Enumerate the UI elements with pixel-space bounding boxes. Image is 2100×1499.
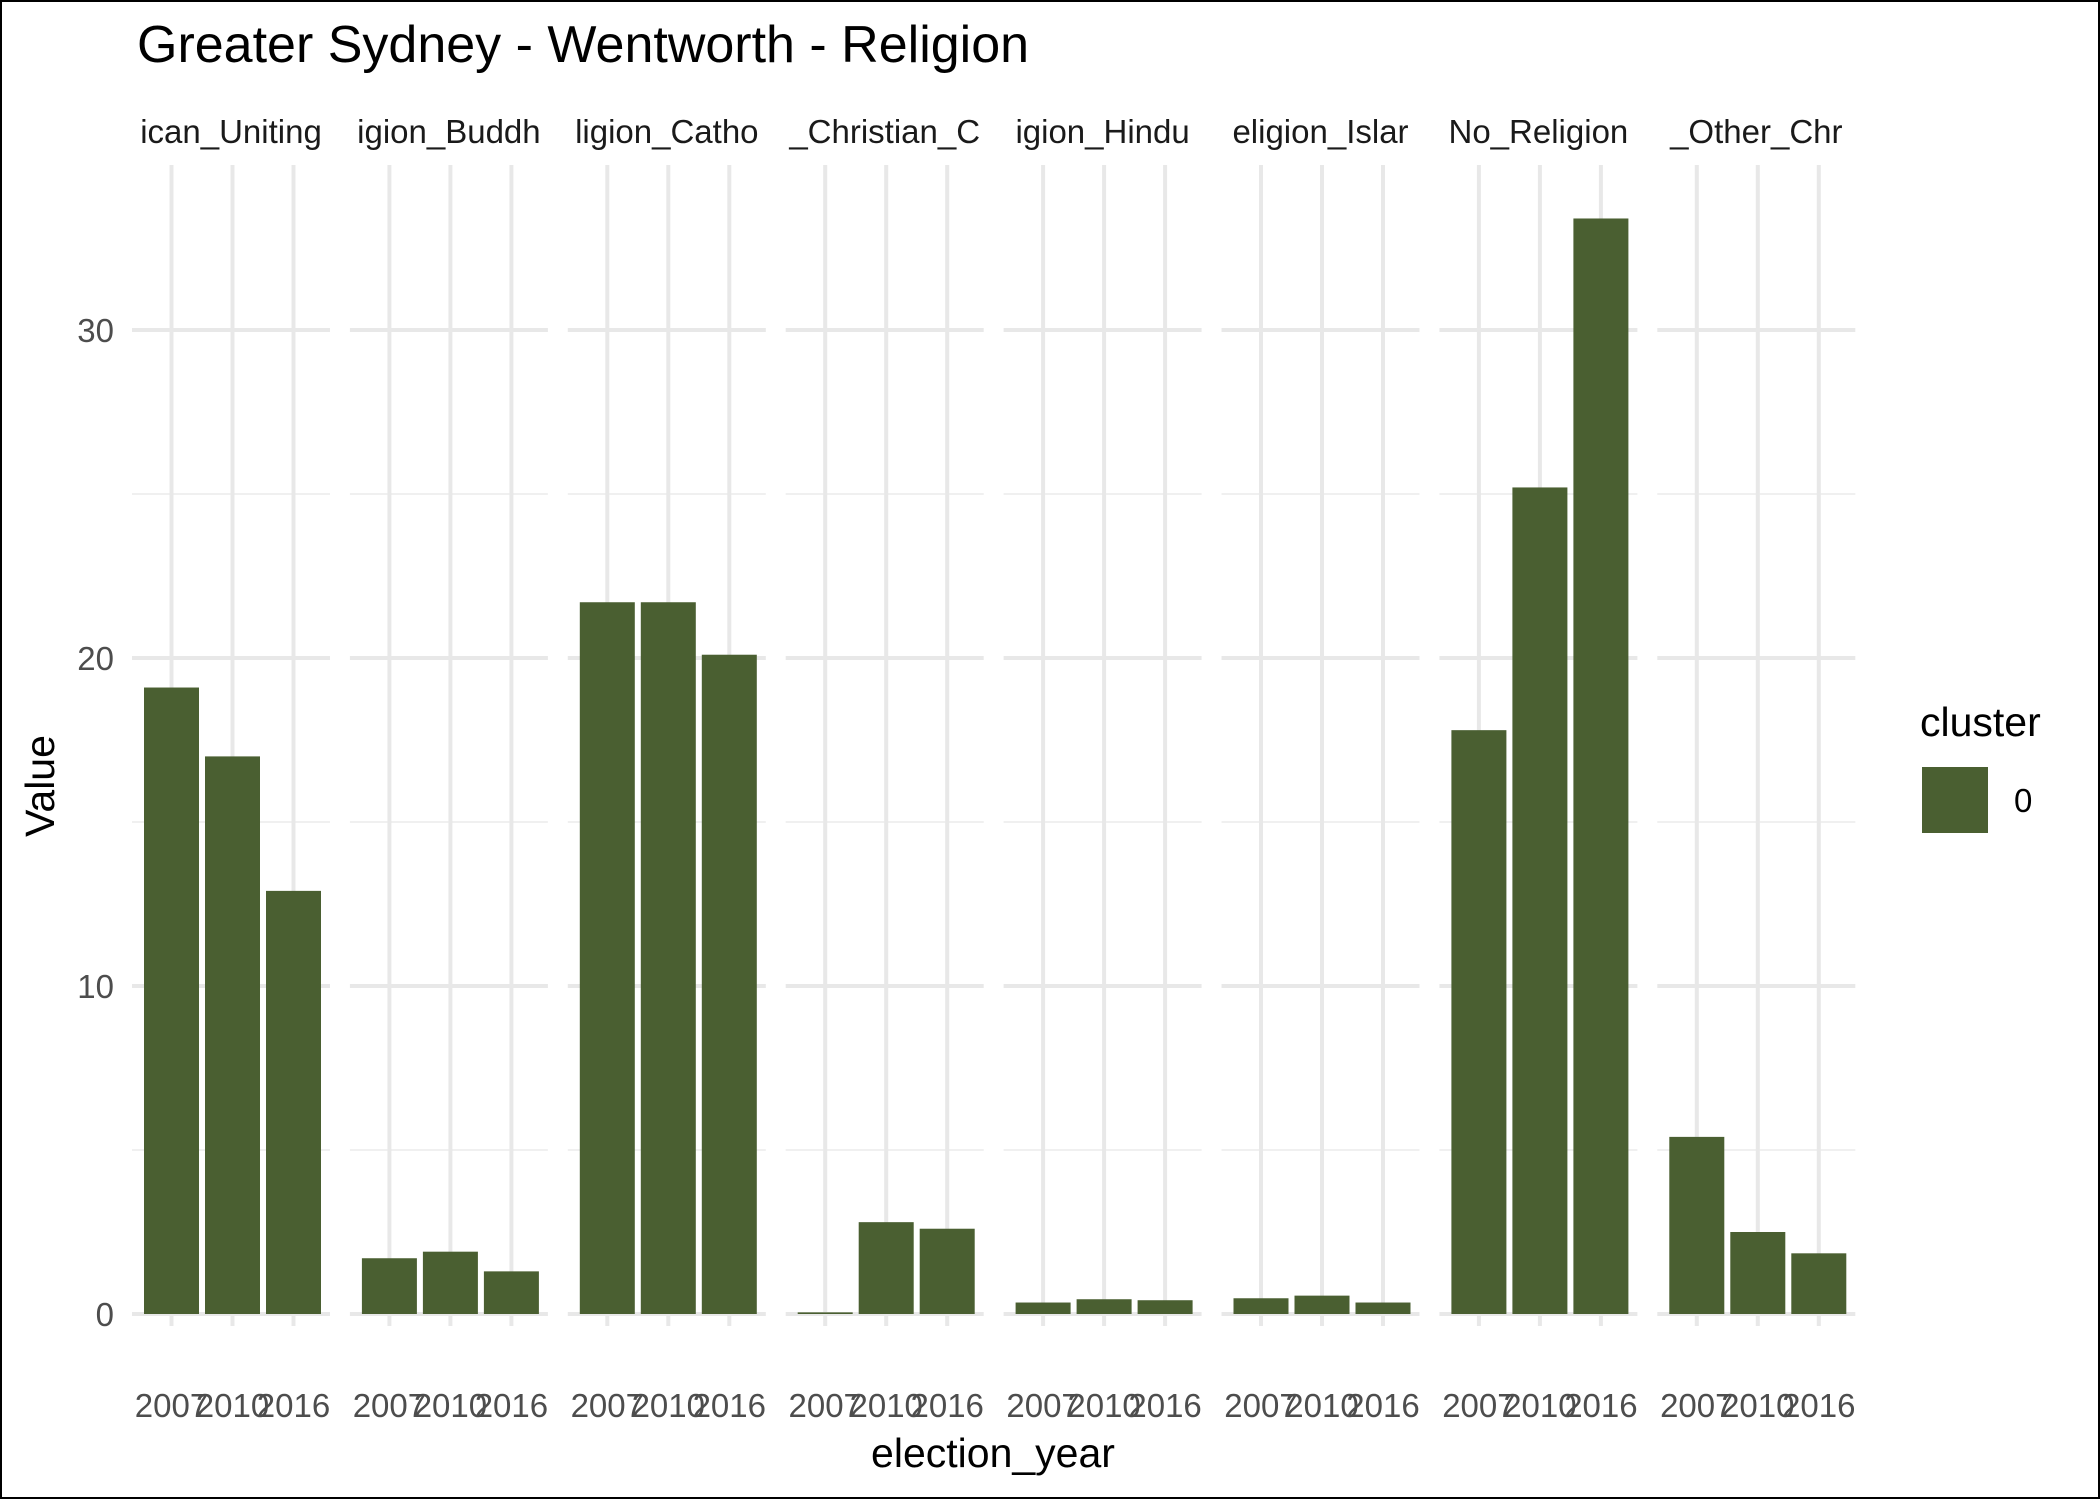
x-tick-label: 2007	[135, 1387, 208, 1424]
facet-strip-label: ican_Uniting	[140, 113, 322, 150]
y-tick-label: 0	[96, 1296, 114, 1333]
bar	[579, 602, 635, 1314]
bar	[1137, 1300, 1193, 1314]
bar	[205, 756, 260, 1314]
x-tick-label: 2010	[849, 1387, 922, 1424]
bar	[1015, 1302, 1071, 1314]
bar	[422, 1251, 478, 1314]
legend-title: cluster	[1920, 699, 2041, 745]
facet-strip-label: No_Religion	[1449, 113, 1629, 150]
x-tick-label: 2016	[1128, 1387, 1201, 1424]
x-tick-label: 2010	[1503, 1387, 1576, 1424]
x-tick-label: 2010	[1285, 1387, 1358, 1424]
legend: cluster 0	[1920, 699, 2041, 833]
facet-strip-label: eligion_Islar	[1232, 113, 1408, 150]
bar	[640, 602, 696, 1314]
x-tick-label: 2007	[1006, 1387, 1079, 1424]
bar	[1669, 1136, 1725, 1314]
facet-strip-label: _Other_Chr	[1669, 113, 1842, 150]
x-tick-label: 2007	[1660, 1387, 1733, 1424]
facet-strip-label: igion_Buddh	[357, 113, 541, 150]
bars-layer	[144, 218, 1847, 1315]
facet-strip-label: igion_Hindu	[1015, 113, 1189, 150]
legend-label-0: 0	[2014, 782, 2032, 819]
x-tick-label: 2007	[353, 1387, 426, 1424]
bar	[361, 1258, 417, 1314]
bar	[919, 1228, 975, 1314]
x-tick-label: 2007	[1442, 1387, 1515, 1424]
bar	[1451, 730, 1507, 1314]
x-tick-label: 2016	[910, 1387, 983, 1424]
bar	[1573, 218, 1629, 1315]
bar	[1730, 1232, 1786, 1314]
y-tick-label: 10	[77, 968, 114, 1005]
bar	[1512, 487, 1568, 1314]
x-tick-label: 2007	[788, 1387, 861, 1424]
x-tick-label: 2016	[1564, 1387, 1637, 1424]
bar	[1233, 1298, 1289, 1314]
x-tick-label: 2016	[693, 1387, 766, 1424]
bar	[483, 1271, 539, 1314]
y-tick-label: 20	[77, 640, 114, 677]
facet-strip-label: ligion_Catho	[575, 113, 758, 150]
bar	[1294, 1295, 1350, 1314]
x-tick-label: 2007	[571, 1387, 644, 1424]
facet-strip-label: _Christian_C	[788, 113, 980, 150]
bar	[701, 654, 757, 1314]
bar	[1355, 1302, 1411, 1314]
bar	[266, 890, 321, 1314]
bar	[1791, 1253, 1847, 1314]
x-tick-label: 2016	[257, 1387, 330, 1424]
x-tick-label: 2010	[632, 1387, 705, 1424]
bar	[858, 1222, 914, 1314]
bar	[797, 1312, 853, 1314]
y-axis-title: Value	[17, 735, 63, 837]
x-tick-label: 2016	[1346, 1387, 1419, 1424]
x-tick-label: 2007	[1224, 1387, 1297, 1424]
legend-key-0	[1922, 767, 1988, 833]
x-tick-label: 2016	[475, 1387, 548, 1424]
x-tick-label: 2010	[1721, 1387, 1794, 1424]
x-tick-label: 2010	[196, 1387, 269, 1424]
bar	[144, 687, 199, 1314]
x-axis-title: election_year	[871, 1430, 1115, 1476]
chart-title: Greater Sydney - Wentworth - Religion	[137, 16, 1029, 74]
bar	[1076, 1299, 1132, 1314]
x-tick-label: 2010	[1067, 1387, 1140, 1424]
facet-strips: ican_Uniting igion_Buddh ligion_Catho _Chri…	[140, 113, 1842, 150]
x-tick-label: 2016	[1782, 1387, 1855, 1424]
y-axis-ticks: 0 10 20 30	[77, 312, 114, 1333]
x-tick-label: 2010	[414, 1387, 487, 1424]
y-tick-label: 30	[77, 312, 114, 349]
